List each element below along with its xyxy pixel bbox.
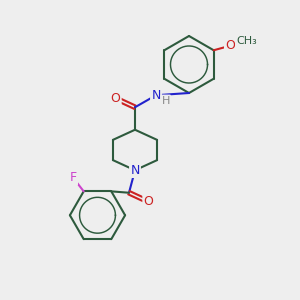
Text: F: F xyxy=(70,171,77,184)
Text: O: O xyxy=(225,39,235,52)
Text: N: N xyxy=(151,89,161,102)
Text: H: H xyxy=(161,96,170,106)
Text: O: O xyxy=(144,195,153,208)
Text: O: O xyxy=(111,92,120,105)
Text: N: N xyxy=(130,164,140,177)
Text: CH₃: CH₃ xyxy=(236,36,257,46)
